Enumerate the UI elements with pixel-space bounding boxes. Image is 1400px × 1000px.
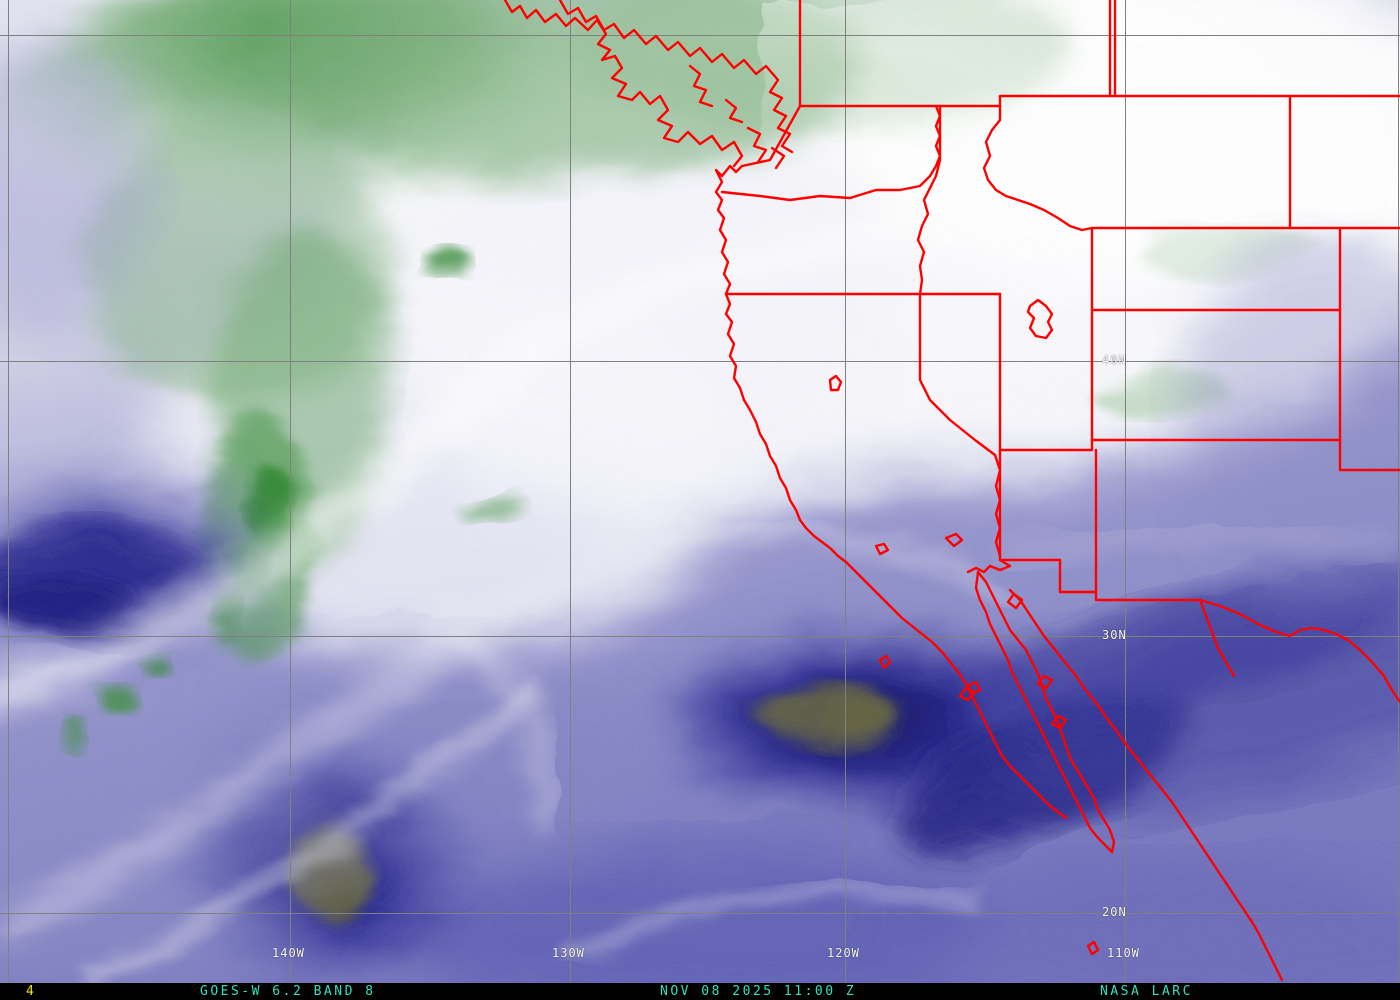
banner-product-label: GOES-W 6.2 BAND 8 <box>200 984 376 999</box>
political-boundaries <box>503 0 1400 982</box>
banner-source-label: NASA LARC <box>1100 984 1193 999</box>
info-banner: GOES-W 6.2 BAND 8 NOV 08 2025 11:00 Z NA… <box>0 983 1400 1000</box>
banner-datetime-label: NOV 08 2025 11:00 Z <box>660 984 857 999</box>
frame-number-label: 4 <box>26 984 34 999</box>
